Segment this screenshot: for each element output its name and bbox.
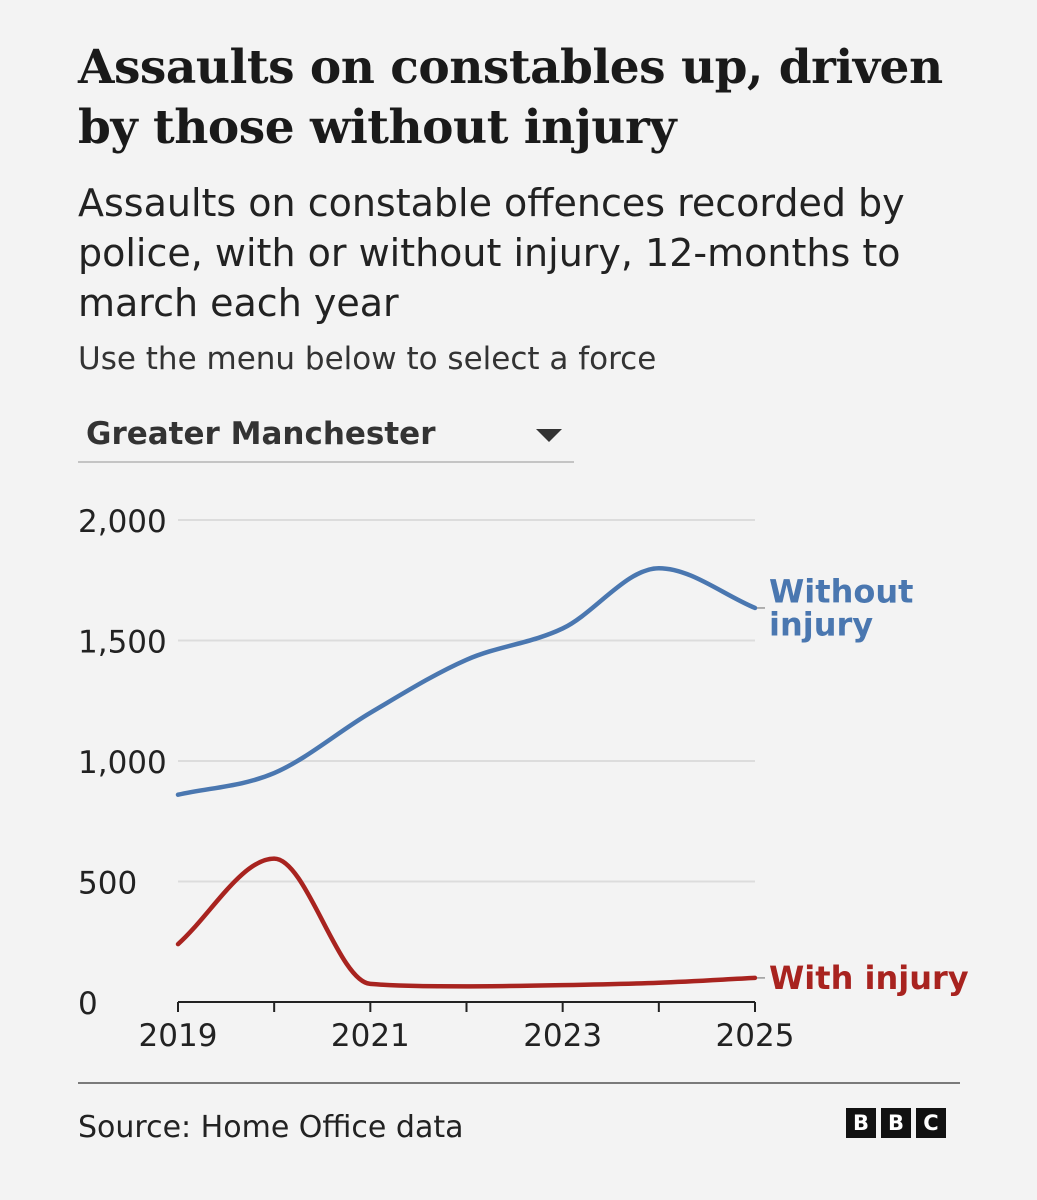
y-tick-label: 0 <box>78 986 98 1022</box>
bbc-logo: B B C <box>846 1108 946 1138</box>
series-line-without-injury <box>175 565 758 797</box>
x-tick-label: 2019 <box>139 1018 218 1054</box>
series-label: Without <box>769 572 913 610</box>
y-tick-label: 2,000 <box>78 504 167 540</box>
line-chart: 0 500 1,000 1,500 2,000 2019 2021 2023 2025 Witho… <box>78 504 969 1054</box>
force-select-dropdown[interactable]: Greater Manchester <box>78 405 574 463</box>
x-tick-label: 2023 <box>523 1018 602 1054</box>
bbc-logo-letter: B <box>881 1108 911 1138</box>
x-tick-label: 2021 <box>331 1018 410 1054</box>
chart-subtitle: Assaults on constable offences recorded … <box>78 181 905 325</box>
footer-divider <box>78 1082 960 1084</box>
x-tick-label: 2025 <box>716 1018 795 1054</box>
y-tick-label: 1,500 <box>78 625 167 661</box>
series-line-with-injury <box>175 856 758 989</box>
bbc-logo-letter: B <box>846 1108 876 1138</box>
menu-instruction: Use the menu below to select a force <box>78 341 657 377</box>
chevron-down-icon[interactable] <box>536 429 562 443</box>
chart-title: Assaults on constables up, driven by tho… <box>78 40 943 155</box>
force-select-value: Greater Manchester <box>86 416 436 452</box>
y-tick-label: 1,000 <box>78 745 167 781</box>
series-label: With injury <box>769 959 969 997</box>
bbc-logo-letter: C <box>916 1108 946 1138</box>
source-note: Source: Home Office data <box>78 1110 464 1145</box>
y-tick-label: 500 <box>78 866 137 902</box>
series-label: injury <box>769 605 873 643</box>
